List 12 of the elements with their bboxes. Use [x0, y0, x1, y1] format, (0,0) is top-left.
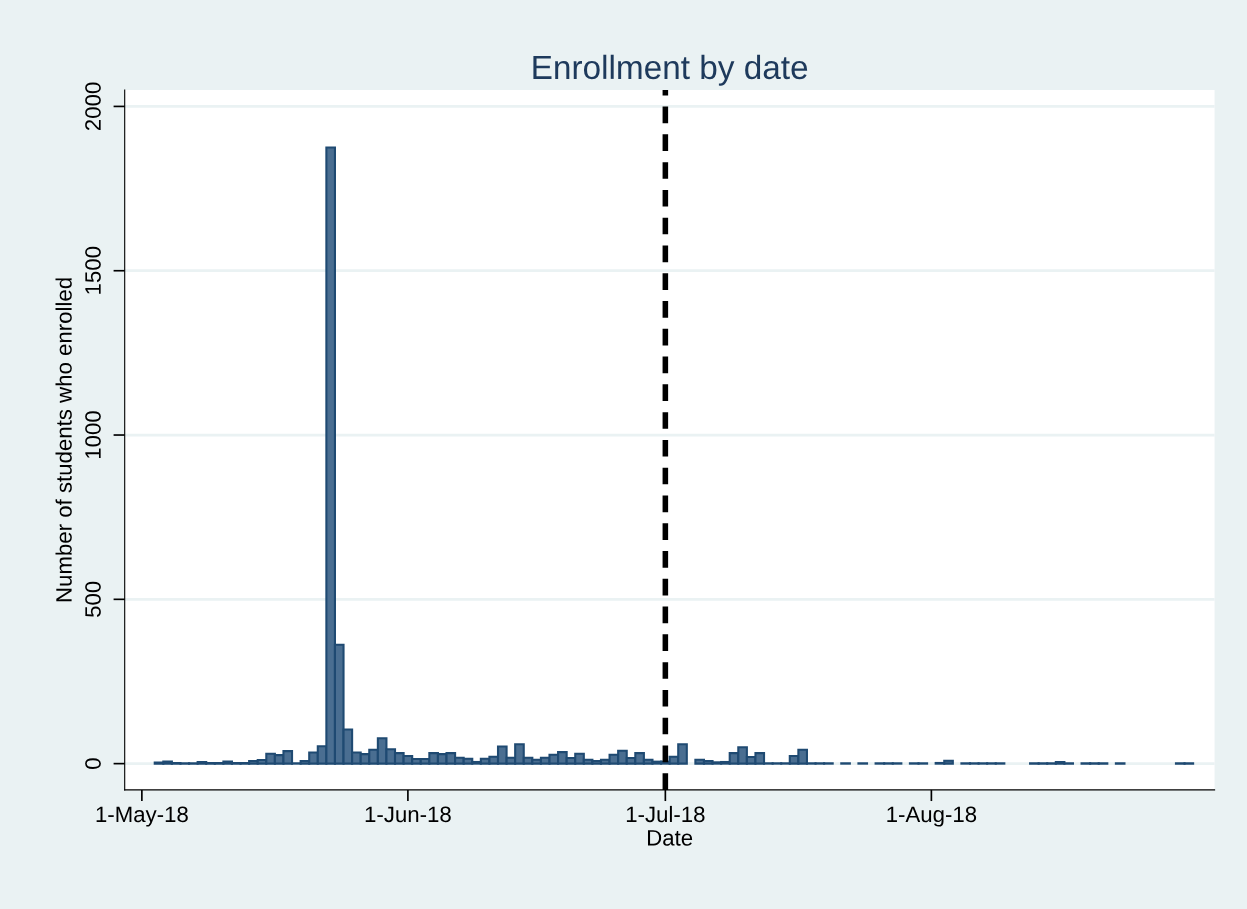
x-tick-label: 1-Jun-18 [365, 806, 451, 823]
y-tick-label: 1500 [85, 246, 101, 294]
x-tick-label: 1-Jul-18 [626, 805, 705, 823]
x-axis-title: Date [647, 830, 693, 846]
y-tick-label: 0 [85, 758, 101, 769]
y-tick-label: 2000 [85, 82, 101, 131]
y-tick-label: 1000 [85, 411, 101, 459]
chart-title: Enrollment by date [533, 54, 808, 86]
x-tick-label: 1-May-18 [96, 806, 188, 827]
y-tick-label: 500 [85, 581, 101, 617]
y-axis-title: Number of students who enrolled [55, 278, 72, 602]
x-tick-label: 1-Aug-18 [887, 806, 977, 827]
